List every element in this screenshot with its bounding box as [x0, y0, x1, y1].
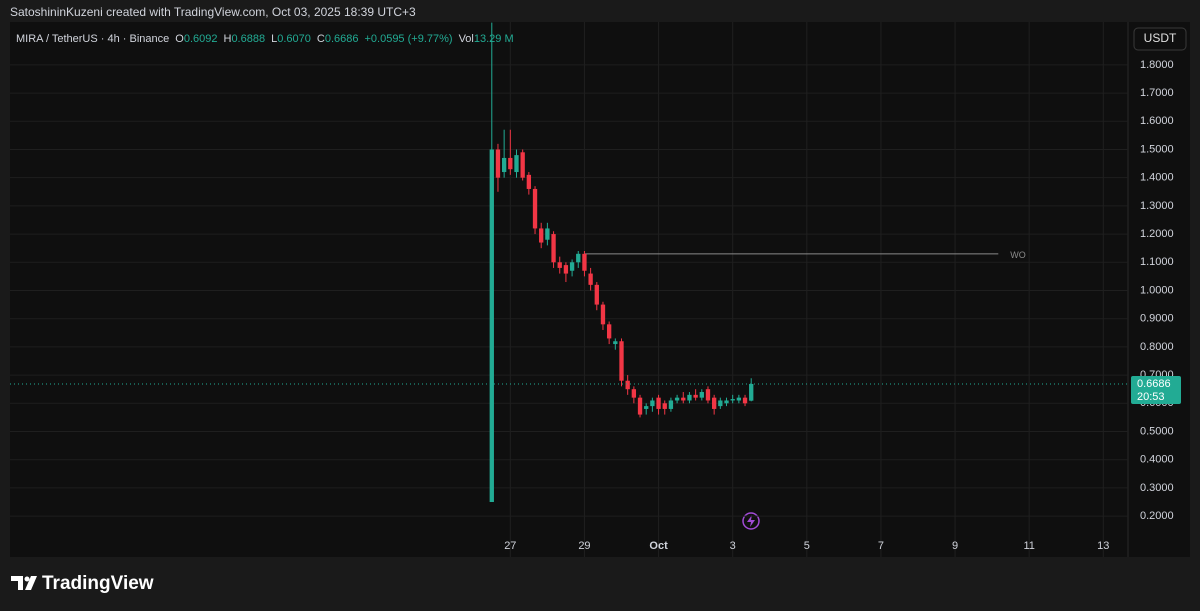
x-tick-label: 7	[878, 540, 884, 552]
candle-body	[545, 228, 550, 240]
x-tick-label: 9	[952, 540, 958, 552]
candle-body	[532, 188, 538, 229]
candle-body	[705, 389, 711, 401]
legend-key: L	[271, 33, 277, 45]
candle-body	[625, 380, 630, 390]
candle-body	[662, 403, 667, 409]
legend-key: H	[223, 33, 231, 45]
y-tick-label: 1.4000	[1140, 172, 1174, 184]
credit: SatoshininKuzeni created with TradingVie…	[10, 5, 416, 19]
y-tick-label: 0.8000	[1140, 341, 1174, 353]
candle-body	[613, 341, 618, 345]
candle-body	[520, 152, 525, 178]
plot	[10, 22, 1128, 557]
candle-body	[557, 262, 562, 268]
candle-body	[563, 265, 569, 274]
candle-body	[711, 397, 717, 409]
candle-body	[693, 394, 698, 398]
legend-change: +0.0595 (+9.77%)	[364, 33, 452, 45]
candle-body	[508, 157, 513, 170]
candle-body	[539, 228, 544, 243]
legend-value: 0.6092	[184, 33, 218, 45]
y-tick-label: 1.8000	[1140, 59, 1174, 71]
candle-body	[718, 400, 723, 407]
candle-body	[668, 400, 674, 409]
last-price-tag	[1131, 375, 1181, 404]
candle-body	[674, 397, 680, 401]
symbol: MIRA / TetherUS · 4h · Binance	[16, 33, 169, 45]
candle-body	[656, 397, 661, 409]
candle-body	[501, 157, 507, 173]
currency[interactable]: USDT	[1144, 31, 1177, 45]
legend-value: 13.29 M	[474, 33, 514, 45]
candle-body	[489, 149, 494, 503]
legend-key: Vol	[459, 33, 474, 45]
candle-body	[749, 383, 754, 401]
legend-value: 0.6686	[325, 33, 359, 45]
candle-body	[606, 324, 612, 339]
y-tick-label: 1.3000	[1140, 200, 1174, 212]
candle-body	[687, 394, 692, 401]
candle-body	[569, 262, 575, 271]
candle-body	[644, 406, 649, 409]
x-tick-label: Oct	[649, 540, 668, 552]
candle-body	[588, 273, 593, 285]
y-tick-label: 1.2000	[1140, 228, 1174, 240]
candle-body	[551, 234, 556, 263]
candle-body	[681, 397, 686, 401]
y-tick-label: 1.0000	[1140, 284, 1174, 296]
candle-body	[736, 397, 742, 401]
y-tick-label: 0.2000	[1140, 510, 1174, 522]
candle-body	[514, 155, 519, 173]
x-tick-label: 13	[1097, 540, 1109, 552]
x-tick-label: 29	[578, 540, 590, 552]
x-tick-label: 3	[730, 540, 736, 552]
x-tick-label: 11	[1023, 540, 1034, 552]
chart-panel	[10, 22, 1190, 557]
currency-box[interactable]	[1133, 27, 1187, 51]
y-tick-label: 1.7000	[1140, 87, 1174, 99]
candle-body	[699, 392, 704, 398]
candle-body	[594, 284, 599, 305]
annotation-label: WO	[1010, 250, 1026, 260]
candle-body	[631, 389, 637, 398]
lightning-icon[interactable]	[742, 512, 760, 530]
y-tick-label: 1.6000	[1140, 115, 1174, 127]
x-tick-label: 27	[504, 540, 516, 552]
legend-value: 0.6070	[277, 33, 311, 45]
y-tick-label: 0.9000	[1140, 313, 1174, 325]
x-tick-label: 5	[804, 540, 810, 552]
candle-body	[526, 174, 532, 189]
candle-body	[742, 397, 748, 404]
candle-body	[637, 397, 643, 415]
legend-key: O	[175, 33, 184, 45]
countdown: 20:53	[1137, 391, 1165, 403]
candle-body	[600, 304, 606, 325]
y-tick-label: 0.4000	[1140, 454, 1174, 466]
candle-body	[650, 400, 655, 407]
y-tick-label: 0.3000	[1140, 482, 1174, 494]
candle-body	[576, 253, 581, 263]
candle-body	[724, 400, 729, 404]
candle-body	[730, 399, 735, 401]
y-tick-label: 1.1000	[1140, 256, 1174, 268]
legend-value: 0.6888	[231, 33, 265, 45]
y-tick-label: 1.5000	[1140, 143, 1174, 155]
candle-body	[495, 149, 501, 178]
y-tick-label: 0.5000	[1140, 425, 1174, 437]
brand: TradingView	[42, 573, 154, 594]
legend-key: C	[317, 33, 325, 45]
brand-logo	[11, 576, 37, 590]
candle-body	[582, 253, 587, 271]
candle-body	[619, 341, 624, 381]
last-price-label: 0.6686	[1137, 378, 1171, 390]
